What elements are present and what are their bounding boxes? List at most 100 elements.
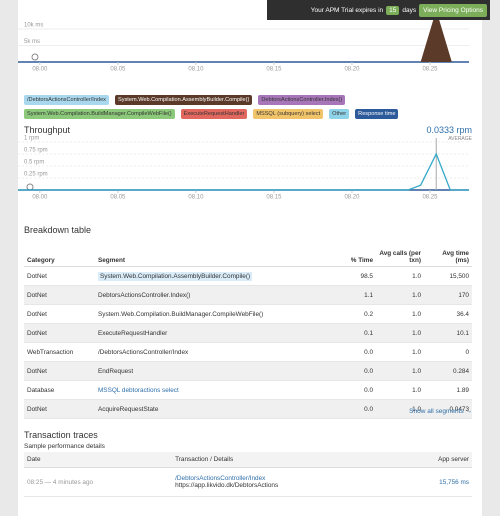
table-cell: Database <box>24 380 95 400</box>
cell-text: 0.1 <box>364 329 373 337</box>
average-value: 0.0333 rpm <box>426 125 472 135</box>
column-header: Avg time (ms) <box>424 240 472 267</box>
table-cell: 15,500 <box>424 266 472 286</box>
cell-text: 10.1 <box>456 329 469 337</box>
cell-text: 1.0 <box>412 367 421 375</box>
table-cell: 1.0 <box>376 399 424 419</box>
table-cell: 1.0 <box>376 380 424 400</box>
legend-chip[interactable]: MSSQL (subquery) select <box>253 109 324 119</box>
table-cell: 1.0 <box>376 285 424 305</box>
table-cell: 36.4 <box>424 304 472 324</box>
cell-text: DotNet <box>27 367 47 375</box>
legend-chip[interactable]: Other <box>329 109 350 119</box>
column-header: Segment <box>94 240 328 267</box>
table-row: 08:25 — 4 minutes ago/DebtorsActionsCont… <box>24 467 472 497</box>
table-cell: /DebtorsActionsController/Index <box>94 342 328 362</box>
cell-text: Database <box>27 386 55 394</box>
x-tick-label: 08.00 <box>32 195 48 201</box>
x-tick-label: 08.10 <box>188 67 204 73</box>
trial-bar: Your APM Trial expires in 15 days View P… <box>267 0 490 20</box>
pricing-button[interactable]: View Pricing Options <box>419 3 487 17</box>
throughput-title: Throughput <box>24 125 71 135</box>
trace-date: 08:25 — 4 minutes ago <box>27 478 94 486</box>
cell-text: ExecuteRequestHandler <box>97 329 168 337</box>
column-header: % Time <box>328 240 376 267</box>
table-cell: DotNet <box>24 399 95 419</box>
legend-chip[interactable]: ExecuteRequestHandler <box>180 109 248 119</box>
y-tick-label: 0.75 rpm <box>24 148 48 154</box>
table-cell: 0.0 <box>328 361 376 381</box>
cell-text: 0.0 <box>364 367 373 375</box>
table-cell: 0.1 <box>328 323 376 343</box>
table-row: DotNet ExecuteRequestHandler 0.1 1.0 10.1 <box>24 323 472 343</box>
legend-chip[interactable]: Response time <box>355 109 399 119</box>
cell-text: AcquireRequestState <box>97 405 159 413</box>
show-all-link[interactable]: Show all segments → <box>409 408 472 415</box>
table-cell: WebTransaction <box>24 342 95 362</box>
cell-text: 1.1 <box>364 291 373 299</box>
legend-chip[interactable]: DebtorsActionsController.Index() <box>258 95 346 105</box>
trial-days: 15 <box>386 5 400 15</box>
table-row: DotNet AcquireRequestState 0.0 1.0 0.0473 <box>24 399 472 419</box>
x-tick-label: 08.20 <box>344 67 360 73</box>
toggle-icon[interactable] <box>31 53 39 61</box>
cell-text: 1.0 <box>412 348 421 356</box>
cell-text: 0.284 <box>453 367 469 375</box>
table-cell: /DebtorsActionsController/Index https://a… <box>172 467 397 497</box>
table-cell: 0.0 <box>328 399 376 419</box>
cell-text: WebTransaction <box>27 348 74 356</box>
cell-text[interactable]: MSSQL debtoractions select <box>97 386 179 394</box>
column-header: Transaction / Details <box>172 452 397 468</box>
cell-text: /DebtorsActionsController/Index <box>97 348 189 356</box>
table-row: DotNet System.Web.Compilation.BuildManage… <box>24 304 472 324</box>
cell-text: 0.0 <box>364 386 373 394</box>
legend: /DebtorsActionsController/Index System.We… <box>24 95 464 119</box>
column-header: Avg calls (per txn) <box>376 240 424 267</box>
table-cell: 0.2 <box>328 304 376 324</box>
traces-subtitle: Sample performance details <box>24 443 105 450</box>
traces-title: Transaction traces <box>24 430 98 440</box>
header-row: Category Segment% Time Avg calls (per txn)… <box>24 240 472 267</box>
table-cell: 1.89 <box>424 380 472 400</box>
table-cell: ExecuteRequestHandler <box>94 323 328 343</box>
cell-text: DebtorsActionsController.Index() <box>97 291 191 299</box>
trial-text: Your APM Trial expires in <box>310 6 384 14</box>
legend-chip[interactable]: /DebtorsActionsController/Index <box>24 95 109 105</box>
cell-text: 36.4 <box>456 310 469 318</box>
trial-text: days <box>402 6 417 14</box>
column-header: Category <box>24 240 95 267</box>
cell-text: DotNet <box>27 329 47 337</box>
cell-text: 1.0 <box>412 272 421 280</box>
x-tick-label: 08.10 <box>188 195 204 201</box>
table-cell: System.Web.Compilation.BuildManager.Comp… <box>94 304 328 324</box>
traces-table: Date Transaction / Details App server 08:25… <box>24 452 472 497</box>
y-tick-label: 0.5 rpm <box>24 160 44 166</box>
table-row: DotNet DebtorsActionsController.Index() 1.… <box>24 285 472 305</box>
response-chart: 5k ms 10k ms 08.00 08.05 08.10 08.15 08.20 08.2… <box>18 20 469 73</box>
legend-chip[interactable]: System.Web.Compilation.AssemblyBuilder.C… <box>114 95 253 105</box>
table-cell: EndRequest <box>94 361 328 381</box>
app-server-time: 15,756 ms <box>439 478 469 486</box>
x-tick-label: 08.20 <box>344 195 360 201</box>
trace-link[interactable]: /DebtorsActionsController/Index <box>175 475 266 482</box>
y-tick-label: 1 rpm <box>24 136 39 142</box>
table-cell: DebtorsActionsController.Index() <box>94 285 328 305</box>
legend-chip[interactable]: System.Web.Compilation.BuildManager.Comp… <box>24 109 175 119</box>
table-cell: DotNet <box>24 323 95 343</box>
table-cell: AcquireRequestState <box>94 399 328 419</box>
toggle-icon[interactable] <box>26 183 34 191</box>
cell-text: System.Web.Compilation.BuildManager.Comp… <box>97 310 264 318</box>
cell-text: 98.5 <box>360 272 373 280</box>
cell-text: System.Web.Compilation.AssemblyBuilder.C… <box>97 271 253 281</box>
table-row: DotNet System.Web.Compilation.AssemblyBui… <box>24 266 472 286</box>
cell-text: 0.2 <box>364 310 373 318</box>
cell-text: 15,500 <box>449 272 469 280</box>
cell-text: DotNet <box>27 405 47 413</box>
line <box>18 152 469 191</box>
cell-text: 0.0 <box>364 348 373 356</box>
table-row: Database MSSQL debtoractions select 0.0 1.0… <box>24 380 472 400</box>
table-cell: 0.0473 <box>424 399 472 419</box>
header-row: Date Transaction / Details App server <box>24 452 472 468</box>
table-cell: 15,756 ms <box>396 467 472 497</box>
table-cell: DotNet <box>24 361 95 381</box>
